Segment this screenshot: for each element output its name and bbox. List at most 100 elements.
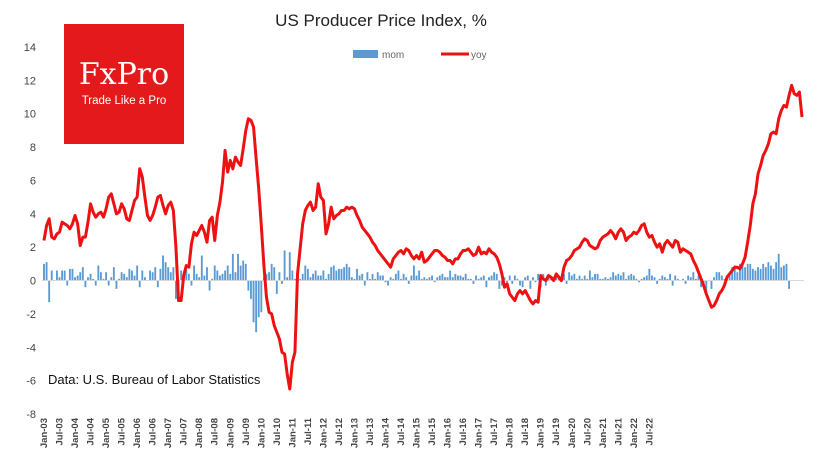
- mom-bar: [270, 263, 273, 281]
- mom-bar: [278, 272, 281, 281]
- mom-bar: [643, 277, 646, 281]
- y-tick-label: 6: [30, 175, 36, 187]
- mom-bar: [594, 273, 596, 281]
- mom-bar: [423, 277, 426, 281]
- mom-bar: [309, 277, 312, 281]
- mom-bar: [581, 278, 584, 281]
- mom-bar: [366, 272, 369, 281]
- mom-bar: [314, 270, 317, 281]
- mom-bar: [720, 275, 723, 281]
- mom-bar: [143, 277, 146, 281]
- mom-bar: [180, 270, 183, 281]
- mom-bar: [537, 273, 540, 281]
- mom-bar: [570, 275, 573, 281]
- mom-bar: [733, 265, 736, 281]
- mom-bar: [234, 272, 237, 281]
- mom-bar: [84, 280, 87, 288]
- mom-bar: [402, 273, 405, 281]
- mom-bar: [529, 280, 532, 289]
- mom-bar: [516, 278, 519, 281]
- mom-bar: [387, 280, 390, 286]
- mom-bar: [638, 280, 640, 283]
- mom-bar: [420, 278, 423, 281]
- mom-bar: [120, 272, 123, 281]
- mom-bar: [187, 273, 190, 281]
- mom-bar: [71, 268, 74, 281]
- legend-swatch-mom: [353, 50, 378, 58]
- mom-bar: [697, 275, 700, 281]
- mom-bar: [260, 280, 263, 313]
- mom-bar: [446, 277, 449, 281]
- mom-bar: [689, 277, 692, 281]
- mom-bar: [407, 280, 410, 284]
- x-tick-label: Jul-10: [272, 418, 283, 445]
- mom-bar: [500, 280, 503, 286]
- x-tick-label: Jul-21: [613, 417, 624, 445]
- mom-bar: [612, 272, 615, 281]
- chart-title: US Producer Price Index, %: [275, 11, 487, 30]
- x-tick-label: Jan-20: [567, 418, 578, 448]
- mom-bar: [363, 280, 366, 286]
- mom-bar: [669, 273, 671, 281]
- x-tick-label: Jan-04: [70, 417, 81, 448]
- mom-bar: [252, 280, 255, 323]
- mom-bar: [751, 268, 754, 281]
- mom-bar: [110, 277, 113, 281]
- mom-bar: [687, 275, 690, 281]
- mom-bar: [482, 275, 485, 281]
- mom-bar: [488, 277, 490, 281]
- x-tick-label: Jan-22: [629, 418, 640, 448]
- x-tick-label: Jul-13: [365, 418, 376, 445]
- mom-bar: [575, 278, 578, 281]
- mom-bar: [265, 273, 268, 281]
- mom-bar: [208, 280, 211, 291]
- mom-bar: [635, 278, 638, 281]
- mom-bar: [431, 275, 433, 281]
- x-tick-label: Jul-20: [582, 418, 593, 445]
- mom-bar: [138, 280, 141, 288]
- mom-bar: [467, 278, 470, 281]
- mom-bar: [164, 262, 167, 281]
- x-tick-label: Jul-09: [241, 418, 252, 445]
- mom-bar: [169, 272, 172, 281]
- mom-bar: [451, 277, 454, 281]
- mom-bar: [583, 275, 586, 281]
- x-tick-label: Jan-14: [380, 417, 391, 448]
- mom-bar: [74, 277, 76, 281]
- legend-label-yoy: yoy: [471, 50, 487, 61]
- mom-bar: [141, 270, 144, 281]
- mom-bar: [250, 280, 252, 299]
- mom-bar: [521, 280, 524, 288]
- mom-bar: [381, 275, 384, 281]
- mom-bar: [418, 270, 421, 281]
- x-tick-label: Jul-19: [551, 418, 562, 445]
- fxpro-logo: FxPro Trade Like a Pro: [64, 24, 184, 144]
- mom-bar: [695, 278, 697, 281]
- mom-bar: [684, 280, 687, 284]
- mom-bar: [294, 278, 296, 281]
- x-tick-label: Jul-08: [210, 418, 221, 445]
- mom-bar: [436, 277, 439, 281]
- mom-bar: [273, 267, 276, 281]
- mom-bar: [291, 270, 294, 281]
- x-tick-label: Jul-05: [117, 417, 128, 445]
- mom-bar: [213, 265, 216, 281]
- mom-bar: [731, 267, 734, 281]
- mom-bar: [490, 275, 493, 281]
- mom-bar: [330, 267, 333, 281]
- x-tick-label: Jul-12: [334, 418, 345, 445]
- source-note: Data: U.S. Bureau of Labor Statistics: [48, 372, 261, 387]
- y-tick-label: -6: [26, 376, 36, 388]
- mom-bar: [625, 278, 628, 281]
- mom-bar: [76, 275, 79, 281]
- mom-bar: [361, 273, 364, 281]
- mom-bar: [671, 280, 674, 286]
- mom-bar: [299, 278, 302, 281]
- mom-bar: [94, 280, 97, 286]
- mom-bar: [772, 268, 775, 281]
- mom-bar: [666, 278, 669, 281]
- mom-bar: [350, 277, 353, 281]
- mom-bar: [578, 275, 581, 281]
- mom-bar: [532, 277, 534, 281]
